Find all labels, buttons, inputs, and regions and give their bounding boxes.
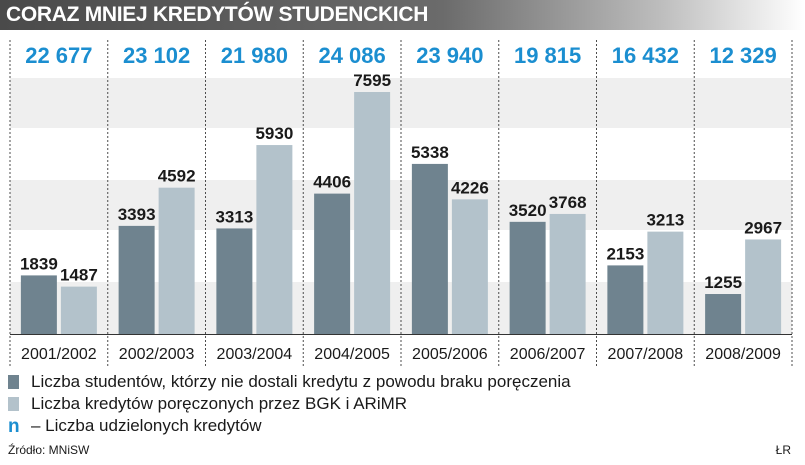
- x-tick-label: 2008/2009: [705, 346, 781, 363]
- data-label: 3393: [118, 205, 156, 224]
- legend-total-marker: n: [8, 415, 20, 437]
- x-tick-label: 2004/2005: [314, 346, 390, 363]
- total-label: 22 677: [25, 43, 92, 68]
- data-label: 3213: [646, 211, 684, 230]
- bar: [118, 225, 155, 334]
- x-tick-label: 2001/2002: [21, 346, 97, 363]
- data-label: 1255: [704, 273, 742, 292]
- author-initials: ŁR: [775, 443, 791, 457]
- bar: [745, 239, 782, 334]
- bar: [549, 213, 586, 334]
- bar: [647, 231, 684, 334]
- bar: [314, 193, 351, 334]
- legend-item-denied: Liczba studentów, którzy nie dostali kre…: [8, 372, 571, 392]
- legend-item-total: n – Liczba udzielonych kredytów: [8, 416, 262, 436]
- bar: [20, 275, 57, 334]
- bar: [411, 163, 448, 334]
- chart-title: CORAZ MNIEJ KREDYTÓW STUDENCKICH: [6, 3, 429, 26]
- data-label: 2967: [744, 218, 782, 237]
- source-note: Źródło: MNiSW: [8, 443, 90, 457]
- bar: [158, 187, 195, 334]
- total-label: 23 940: [416, 43, 483, 68]
- bar: [509, 221, 546, 334]
- x-tick-label: 2005/2006: [412, 346, 488, 363]
- x-tick-label: 2007/2008: [608, 346, 684, 363]
- bar: [60, 286, 97, 334]
- bar: [705, 294, 742, 334]
- legend-label: Liczba kredytów poręczonych przez BGK i …: [31, 394, 408, 413]
- data-label: 7595: [353, 71, 391, 90]
- legend-label: Liczba studentów, którzy nie dostali kre…: [31, 372, 571, 391]
- data-label: 1839: [20, 254, 58, 273]
- legend-label: – Liczba udzielonych kredytów: [31, 416, 262, 435]
- total-label: 21 980: [221, 43, 288, 68]
- legend-swatch-light: [8, 397, 19, 411]
- data-label: 1487: [60, 266, 98, 285]
- data-label: 4406: [313, 173, 351, 192]
- grid-band: [10, 78, 792, 128]
- data-label: 5930: [255, 124, 293, 143]
- legend-swatch-dark: [8, 375, 19, 389]
- bar: [607, 265, 644, 334]
- data-label: 4226: [451, 178, 489, 197]
- total-label: 19 815: [514, 43, 581, 68]
- data-label: 2153: [606, 244, 644, 263]
- bar: [451, 199, 488, 334]
- x-tick-label: 2006/2007: [510, 346, 586, 363]
- x-tick-label: 2002/2003: [119, 346, 195, 363]
- bar: [256, 145, 293, 334]
- total-label: 23 102: [123, 43, 190, 68]
- data-label: 3313: [215, 207, 253, 226]
- total-label: 24 086: [318, 43, 385, 68]
- bar: [216, 228, 253, 334]
- data-label: 3520: [509, 201, 547, 220]
- x-tick-label: 2003/2004: [217, 346, 293, 363]
- data-label: 4592: [158, 167, 196, 186]
- data-label: 3768: [549, 193, 587, 212]
- total-label: 12 329: [709, 43, 776, 68]
- data-label: 5338: [411, 143, 449, 162]
- legend-item-guaranteed: Liczba kredytów poręczonych przez BGK i …: [8, 394, 407, 414]
- bar: [354, 92, 391, 334]
- total-label: 16 432: [612, 43, 679, 68]
- title-bar: CORAZ MNIEJ KREDYTÓW STUDENCKICH: [0, 0, 805, 30]
